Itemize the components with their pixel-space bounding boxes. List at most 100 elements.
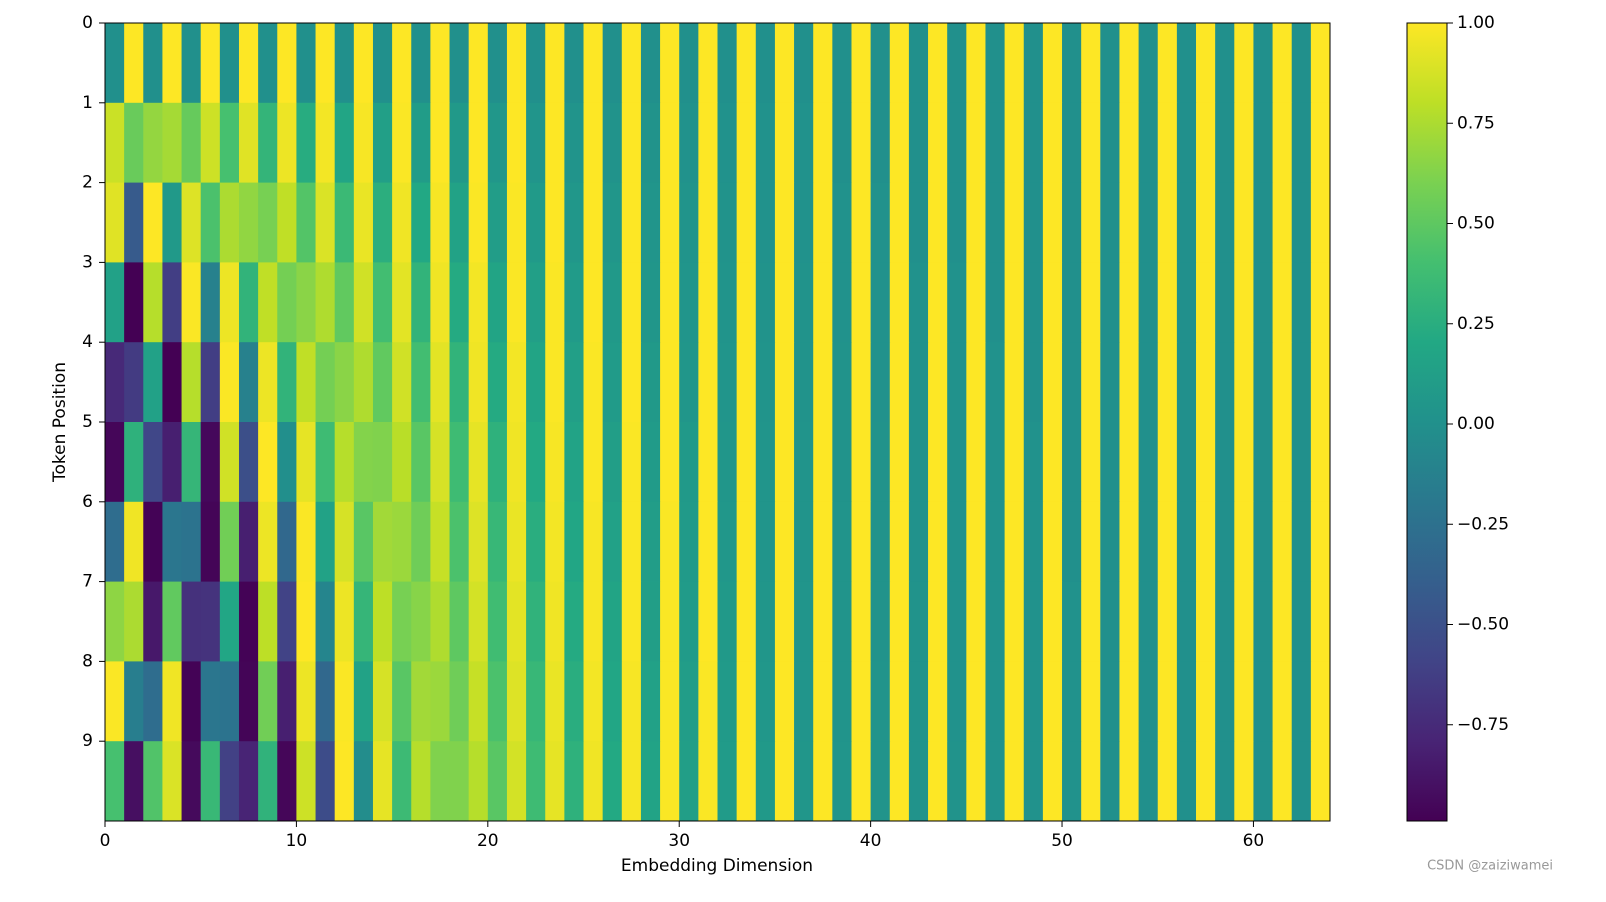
heatmap-cell: [124, 501, 144, 583]
colorbar-tick-label: −0.50: [1457, 615, 1509, 635]
heatmap-cell: [1215, 422, 1235, 503]
heatmap-cell: [1004, 182, 1025, 263]
heatmap-cell: [1138, 262, 1159, 343]
heatmap-cell: [1310, 422, 1331, 503]
heatmap-cell: [411, 342, 431, 423]
heatmap-cell: [181, 422, 202, 503]
heatmap-cell: [889, 262, 910, 343]
heatmap-cell: [143, 102, 163, 184]
heatmap-cell: [143, 581, 163, 662]
heatmap-cell: [353, 342, 374, 423]
heatmap-cell: [545, 262, 565, 343]
heatmap-cell: [870, 581, 891, 662]
heatmap-cell: [258, 102, 278, 184]
heatmap-cell: [449, 23, 470, 104]
heatmap-cell: [392, 581, 412, 662]
heatmap-cell: [813, 342, 833, 423]
heatmap-cell: [621, 422, 642, 503]
heatmap-cell: [430, 262, 451, 343]
heatmap-cell: [1062, 262, 1082, 343]
heatmap-cell: [1100, 581, 1120, 662]
heatmap-cell: [526, 661, 546, 742]
heatmap-cell: [564, 23, 585, 104]
heatmap-cell: [564, 741, 585, 822]
heatmap-cell: [1234, 741, 1254, 822]
x-tick-label: 30: [668, 831, 690, 851]
heatmap-cell: [1023, 661, 1044, 742]
heatmap-cell: [908, 262, 929, 343]
heatmap-cell: [124, 23, 144, 104]
heatmap-cell: [506, 23, 527, 104]
heatmap-cell: [506, 342, 527, 423]
x-tick-label: 10: [286, 831, 308, 851]
heatmap-cell: [1176, 102, 1197, 184]
heatmap-cell: [1138, 23, 1159, 104]
heatmap-cell: [1081, 741, 1101, 822]
y-tick-label: 4: [82, 332, 93, 352]
heatmap-cell: [468, 422, 489, 503]
heatmap-cell: [1196, 342, 1216, 423]
heatmap-cell: [1291, 741, 1312, 822]
heatmap-cell: [200, 262, 221, 343]
heatmap-cell: [794, 182, 814, 263]
heatmap-cell: [1253, 23, 1274, 104]
heatmap-cell: [966, 102, 986, 184]
heatmap-cell: [660, 501, 680, 583]
heatmap-cell: [928, 102, 948, 184]
heatmap-cell: [794, 342, 814, 423]
heatmap-cell: [1062, 741, 1082, 822]
heatmap-cell: [985, 342, 1006, 423]
heatmap-cell: [832, 501, 852, 583]
heatmap-cell: [928, 182, 948, 263]
heatmap-cell: [181, 661, 202, 742]
heatmap-cell: [238, 501, 259, 583]
heatmap-cell: [794, 581, 814, 662]
heatmap-cell: [1157, 262, 1178, 343]
heatmap-cell: [640, 741, 661, 822]
heatmap-cell: [1062, 661, 1082, 742]
heatmap-cell: [526, 102, 546, 184]
heatmap-cell: [717, 342, 738, 423]
heatmap-cell: [928, 581, 948, 662]
heatmap-cell: [411, 182, 431, 263]
heatmap-cell: [545, 23, 565, 104]
heatmap-cell: [1100, 262, 1120, 343]
heatmap-cell: [985, 102, 1006, 184]
heatmap-cell: [851, 581, 872, 662]
heatmap-cell: [985, 501, 1006, 583]
heatmap-cell: [602, 23, 623, 104]
heatmap-cell: [545, 661, 565, 742]
heatmap-cell: [506, 182, 527, 263]
heatmap-cell: [1081, 342, 1101, 423]
heatmap-cell: [1157, 581, 1178, 662]
heatmap-cell: [143, 661, 163, 742]
heatmap-cell: [1004, 581, 1025, 662]
colorbar: [1406, 22, 1448, 822]
heatmap-cell: [487, 342, 508, 423]
heatmap-cell: [449, 661, 470, 742]
heatmap-cell: [1100, 23, 1120, 104]
heatmap-cell: [889, 342, 910, 423]
heatmap-cell: [315, 102, 336, 184]
heatmap-cell: [1215, 581, 1235, 662]
heatmap-cell: [1023, 182, 1044, 263]
heatmap-cell: [353, 102, 374, 184]
heatmap-cell: [640, 182, 661, 263]
heatmap-cell: [449, 182, 470, 263]
heatmap-cell: [315, 501, 336, 583]
heatmap-cell: [1196, 422, 1216, 503]
heatmap-cell: [698, 501, 718, 583]
heatmap-cell: [1272, 23, 1293, 104]
heatmap-cell: [1253, 262, 1274, 343]
heatmap-cell: [200, 501, 221, 583]
heatmap-cell: [1100, 501, 1120, 583]
x-tick-label: 0: [100, 831, 111, 851]
heatmap-cell: [105, 741, 125, 822]
heatmap-cell: [1062, 422, 1082, 503]
heatmap-cell: [162, 262, 183, 343]
heatmap-cell: [238, 741, 259, 822]
heatmap-cell: [1253, 661, 1274, 742]
heatmap-cell: [545, 501, 565, 583]
heatmap-cell: [583, 581, 604, 662]
heatmap-cell: [1004, 102, 1025, 184]
